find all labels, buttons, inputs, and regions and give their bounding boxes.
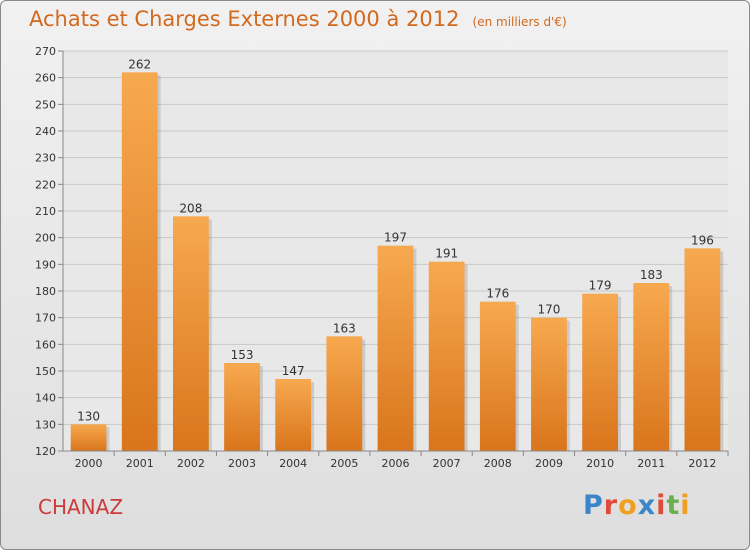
bar-value-label: 170	[538, 303, 561, 317]
x-tick-label: 2000	[75, 457, 103, 470]
bar	[531, 317, 567, 451]
y-tick-label: 270	[35, 45, 56, 58]
bar	[275, 379, 312, 451]
bar-value-label: 262	[128, 57, 151, 71]
logo-letter: r	[603, 490, 619, 521]
x-tick-label: 2012	[688, 457, 716, 470]
chart-unit: (en milliers d'€)	[472, 15, 567, 29]
logo-letter: i	[680, 490, 691, 521]
logo-letter: t	[666, 490, 681, 521]
x-tick-label: 2009	[535, 457, 563, 470]
y-axis: 120 130 140 150 160 170 180 190 200 210 220 230 240 2…	[35, 45, 64, 458]
y-tick-label: 140	[35, 392, 56, 405]
bar	[633, 283, 670, 451]
bar	[377, 245, 414, 451]
logo-letter: x	[637, 490, 657, 521]
y-tick-label: 250	[35, 98, 56, 111]
bar	[479, 301, 516, 451]
bar-value-label: 130	[77, 409, 100, 423]
proxiti-logo: Proxiti	[583, 490, 691, 521]
logo-letter: o	[618, 490, 638, 521]
x-tick-label: 2002	[177, 457, 205, 470]
bar-value-label: 176	[486, 287, 509, 301]
bar-value-label: 183	[640, 268, 663, 282]
x-tick-label: 2008	[484, 457, 512, 470]
x-tick-label: 2010	[586, 457, 614, 470]
bar-value-label: 163	[333, 321, 356, 335]
chart-title-block: Achats et Charges Externes 2000 à 2012 (…	[29, 7, 567, 31]
bar	[224, 363, 260, 451]
y-tick-label: 190	[35, 258, 56, 271]
y-tick-label: 260	[35, 72, 56, 85]
bar	[121, 72, 158, 451]
commune-name: CHANAZ	[38, 495, 124, 519]
bar-value-label: 197	[384, 231, 407, 245]
bar-value-label: 191	[435, 247, 458, 261]
x-tick-label: 2011	[637, 457, 665, 470]
y-tick-label: 120	[35, 445, 56, 458]
chart-title: Achats et Charges Externes 2000 à 2012	[29, 7, 460, 31]
bar-value-label: 153	[231, 348, 254, 362]
y-tick-label: 200	[35, 232, 56, 245]
bar	[172, 216, 209, 451]
y-tick-label: 130	[35, 418, 56, 431]
bar	[428, 261, 465, 451]
y-tick-label: 170	[35, 312, 56, 325]
bar-value-label: 179	[589, 279, 612, 293]
y-tick-label: 150	[35, 365, 56, 378]
bar-value-label: 208	[179, 201, 202, 215]
bar	[70, 424, 107, 451]
bar-value-label: 147	[282, 364, 305, 378]
y-tick-label: 220	[35, 178, 56, 191]
y-tick-label: 210	[35, 205, 56, 218]
logo-letter: i	[656, 490, 667, 521]
bar	[582, 293, 619, 451]
x-axis: 2000 2001 2002 2003 2004 2005 2006 2007 2008 2009…	[63, 450, 729, 470]
x-tick-label: 2007	[433, 457, 461, 470]
x-tick-label: 2005	[330, 457, 358, 470]
y-tick-label: 240	[35, 125, 56, 138]
y-tick-label: 230	[35, 152, 56, 165]
x-tick-label: 2001	[126, 457, 154, 470]
bar	[684, 248, 721, 451]
bar	[326, 336, 363, 451]
bar-value-label: 196	[691, 233, 714, 247]
x-tick-label: 2004	[279, 457, 307, 470]
y-tick-label: 160	[35, 338, 56, 351]
logo-letter: P	[583, 490, 604, 521]
y-tick-label: 180	[35, 285, 56, 298]
bars: 130 262 208 153 147 163 197 191 176 170 179 183 196	[70, 57, 724, 451]
x-tick-label: 2006	[382, 457, 410, 470]
x-tick-label: 2003	[228, 457, 256, 470]
